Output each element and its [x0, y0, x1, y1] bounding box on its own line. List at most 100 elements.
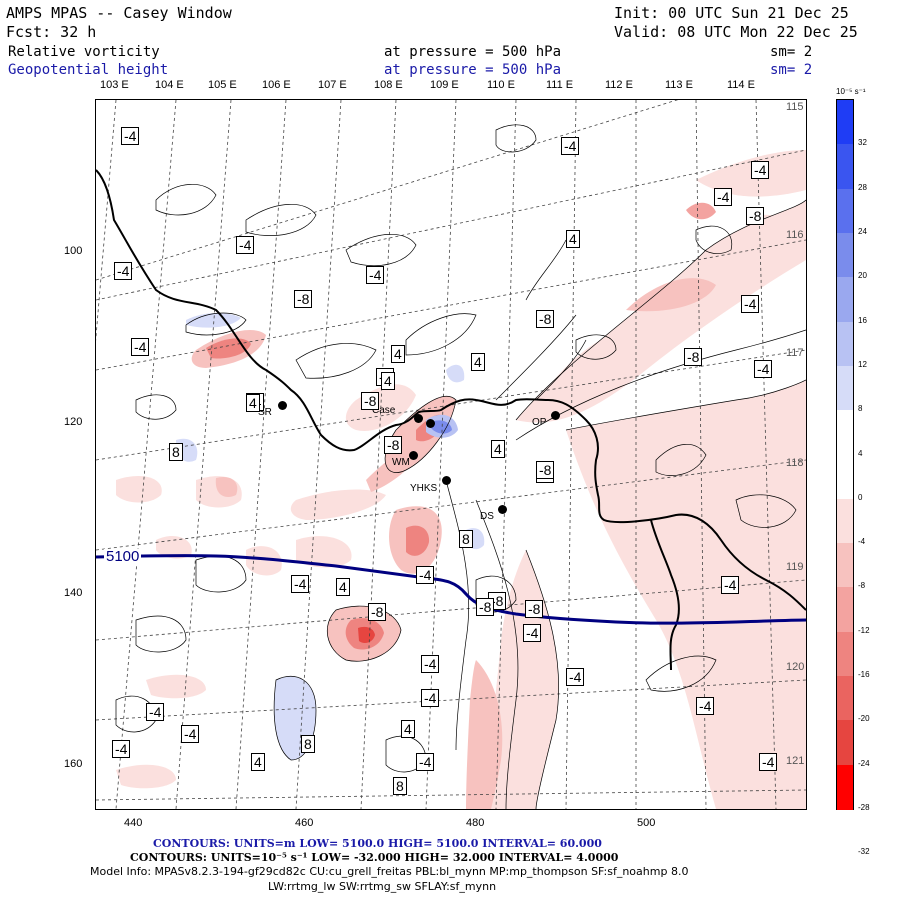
colorbar-tick-label: 24: [858, 226, 867, 236]
field1-smoothing: sm= 2: [770, 44, 813, 60]
map-panel: 5100 SR Case WM YHKS DS OP -4 -4 -4 -4 -4 -4 -…: [95, 99, 807, 810]
init-time: Init: 00 UTC Sun 21 Dec 25: [614, 4, 849, 22]
y-axis-label: 120: [64, 416, 83, 428]
lon-label-right: 116 E: [786, 229, 806, 241]
model-info-line2: LW:rrtmg_lw SW:rrtmg_sw SFLAY:sf_mynn: [268, 880, 497, 893]
station-label: DS: [480, 511, 494, 522]
contour-value-label: -8: [476, 598, 495, 616]
contour-value-label: 4: [336, 578, 350, 596]
model-info: Model Info: MPASv8.2.3-194-gf29cd82c CU:…: [90, 865, 689, 878]
contour-value-label: 8: [301, 735, 315, 753]
colorbar-segment: [837, 720, 853, 766]
field2-name: Geopotential height: [8, 62, 169, 78]
colorbar-unit-label: 10⁻⁵ s⁻¹: [836, 87, 866, 96]
lon-label-right: 119 E: [786, 561, 806, 573]
lon-label-right: 115 E: [786, 101, 806, 113]
contour-value-label: -8: [525, 600, 544, 618]
colorbar-tick-label: 32: [858, 138, 867, 148]
contour-value-label: -4: [421, 689, 440, 707]
station-label: OP: [532, 417, 547, 428]
colorbar-segment: [837, 188, 853, 234]
contour-value-label: -4: [131, 338, 150, 356]
contour-value-label: 4: [251, 753, 265, 771]
colorbar-segment: [837, 543, 853, 588]
lon-label: 113 E: [665, 79, 693, 91]
colorbar-tick-label: 4: [858, 448, 863, 458]
y-axis-label: 140: [64, 587, 83, 599]
map-svg: [96, 100, 806, 809]
colorbar-segment: [837, 454, 853, 500]
station-dot: [498, 505, 507, 514]
station-dot: [551, 411, 560, 420]
contour-value-label: -4: [759, 753, 778, 771]
field2-smoothing: sm= 2: [770, 62, 813, 78]
colorbar-tick-label: 8: [858, 404, 863, 414]
lon-label: 111 E: [546, 79, 574, 91]
contour-value-label: -4: [741, 295, 760, 313]
latlon-grid: [96, 100, 806, 809]
lon-label: 108 E: [374, 79, 403, 91]
contour-value-label: -4: [421, 655, 440, 673]
height-contour-label: 5100: [104, 548, 142, 565]
x-axis-label: 500: [637, 817, 656, 829]
colorbar-segment: [837, 631, 853, 677]
colorbar-tick-label: 28: [858, 182, 867, 192]
contour-value-label: 8: [393, 777, 407, 795]
coastline: [96, 169, 806, 671]
station-dot: [442, 476, 451, 485]
y-axis-label: 100: [64, 245, 83, 257]
contour-value-label: -8: [384, 436, 403, 454]
contour-value-label: -4: [561, 137, 580, 155]
contour-value-label: 4: [391, 345, 405, 363]
contour-value-label: 4: [566, 230, 580, 248]
station-dot: [426, 419, 435, 428]
colorbar-tick-label: 16: [858, 315, 867, 325]
contour-value-label: -4: [114, 262, 133, 280]
field1-level: at pressure = 500 hPa: [384, 44, 562, 60]
contour-value-label: -8: [536, 461, 555, 479]
contour-value-label: 4: [246, 394, 260, 412]
contour-value-label: -8: [361, 392, 380, 410]
contour-value-label: -4: [121, 127, 140, 145]
forecast-hour: Fcst: 32 h: [6, 23, 97, 41]
x-axis-label: 480: [466, 817, 485, 829]
lon-label: 105 E: [208, 79, 237, 91]
colorbar: [836, 99, 854, 810]
colorbar-tick-label: -20: [858, 714, 870, 724]
colorbar-segment: [837, 232, 853, 278]
colorbar-tick-label: -8: [858, 581, 866, 591]
field1-name: Relative vorticity: [8, 44, 160, 60]
geopotential-height-contour: [96, 554, 806, 625]
station-dot: [414, 414, 423, 423]
lon-label: 110 E: [487, 79, 515, 91]
contour-value-label: 8: [459, 530, 473, 548]
station-dot: [409, 451, 418, 460]
station-label: WM: [392, 457, 410, 468]
lon-label: 109 E: [430, 79, 459, 91]
colorbar-segment: [837, 321, 853, 367]
y-axis-label: 160: [64, 758, 83, 770]
contour-value-label: -4: [754, 360, 773, 378]
negative-vorticity-shading: [176, 313, 485, 760]
contour-value-label: -8: [368, 603, 387, 621]
colorbar-segment: [837, 410, 853, 455]
lon-label: 106 E: [262, 79, 291, 91]
contour-value-label: -4: [181, 725, 200, 743]
model-title: AMPS MPAS -- Casey Window: [6, 4, 232, 22]
colorbar-segment: [837, 587, 853, 633]
contour-value-label: -4: [416, 753, 435, 771]
contour-value-label: -8: [294, 290, 313, 308]
contour-value-label: 4: [381, 372, 395, 390]
colorbar-tick-label: 12: [858, 359, 867, 369]
station-label: YHKS: [410, 483, 438, 494]
valid-time: Valid: 08 UTC Mon 22 Dec 25: [614, 23, 858, 41]
station-dot: [278, 401, 287, 410]
contour-value-label: -4: [696, 697, 715, 715]
colorbar-tick-label: 0: [858, 492, 863, 502]
lon-label: 107 E: [318, 79, 347, 91]
lon-label-right: 118 E: [786, 457, 806, 469]
station-label: Case: [372, 405, 396, 416]
colorbar-segment: [837, 498, 853, 544]
colorbar-segment: [837, 277, 853, 323]
colorbar-tick-label: -16: [858, 670, 870, 680]
